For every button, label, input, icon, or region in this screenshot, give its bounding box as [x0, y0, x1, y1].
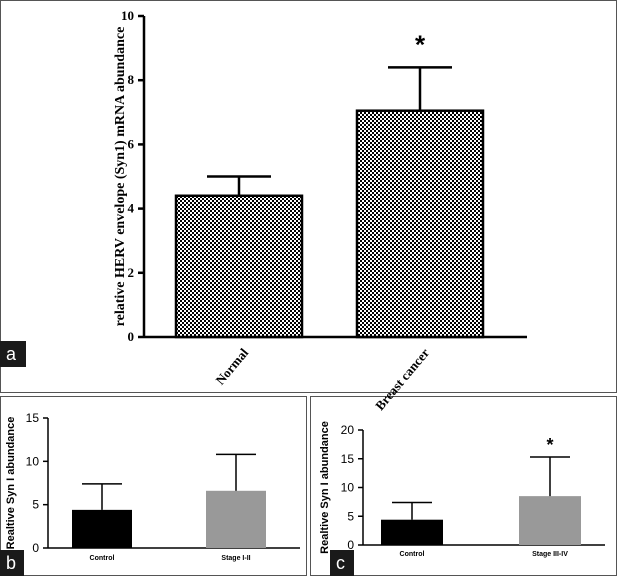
- panel-tag-c-label: c: [336, 553, 345, 573]
- panel-tag-a-bg: [0, 341, 26, 367]
- bar: [174, 194, 304, 339]
- y-tick-label: 4: [128, 201, 135, 216]
- y-tick-label: 8: [128, 72, 135, 87]
- y-axis-label: relative HERV envelope (Syn1) mRNA abund…: [113, 27, 128, 327]
- category-label: Stage I-II: [221, 555, 250, 562]
- category-label: Control: [90, 555, 115, 562]
- y-tick-label: 15: [26, 411, 40, 425]
- panel-c-chart: 0 5 10 15 20 Realtive Syn I abundance Control S…: [319, 421, 605, 558]
- y-tick-label: 6: [128, 136, 135, 151]
- panel-tag-c-bg: [330, 550, 354, 576]
- bar: [519, 496, 581, 545]
- y-tick-label: 10: [341, 481, 355, 495]
- panel-tag-b: b: [0, 550, 24, 576]
- significance-marker: *: [546, 435, 553, 455]
- bar: [381, 519, 443, 545]
- category-label: Control: [400, 551, 425, 558]
- y-tick-label: 20: [341, 423, 355, 437]
- y-tick-label: 0: [128, 329, 135, 344]
- panel-tag-a-label: a: [6, 344, 17, 364]
- panel-tag-b-label: b: [6, 553, 16, 573]
- category-label: Stage III-IV: [532, 551, 568, 558]
- panel-a-chart: 0 2 4 6 8 10 relative HERV envelope (Syn1) mRN…: [113, 8, 527, 413]
- panel-tag-a: a: [0, 341, 26, 367]
- category-label: Breast cancer: [372, 345, 432, 413]
- category-label: Normal: [212, 345, 251, 388]
- y-tick-label: 5: [32, 498, 39, 512]
- y-tick-label: 10: [26, 454, 40, 468]
- bar: [355, 109, 485, 339]
- y-axis-label: Realtive Syn I abundance: [5, 417, 17, 550]
- y-tick-label: 2: [128, 265, 135, 280]
- bar: [206, 490, 266, 548]
- panel-c-frame: [310, 396, 617, 576]
- panel-tag-c: c: [330, 550, 354, 576]
- y-tick-label: 15: [341, 452, 355, 466]
- y-tick-label: 5: [347, 509, 354, 523]
- bar: [72, 509, 132, 548]
- panel-b-chart: 0 5 10 15 Realtive Syn I abundance Control Sta…: [5, 411, 300, 562]
- y-tick-label: 0: [347, 538, 354, 552]
- panel-a-frame: [0, 0, 617, 393]
- significance-marker: *: [415, 29, 426, 59]
- panel-tag-b-bg: [0, 550, 24, 576]
- y-tick-label: 10: [121, 8, 134, 23]
- y-tick-label: 0: [32, 541, 39, 555]
- y-axis-label: Realtive Syn I abundance: [319, 421, 331, 554]
